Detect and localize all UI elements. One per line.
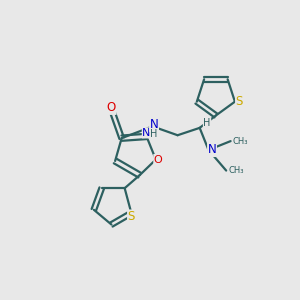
Text: N: N bbox=[208, 143, 216, 157]
Text: S: S bbox=[128, 210, 135, 223]
Text: O: O bbox=[107, 101, 116, 114]
Text: N: N bbox=[150, 118, 158, 131]
Text: O: O bbox=[154, 154, 163, 164]
Text: S: S bbox=[236, 95, 243, 108]
Text: N: N bbox=[142, 128, 151, 138]
Text: H: H bbox=[150, 129, 158, 139]
Text: CH₃: CH₃ bbox=[233, 136, 248, 146]
Text: H: H bbox=[203, 118, 211, 128]
Text: CH₃: CH₃ bbox=[229, 166, 244, 175]
